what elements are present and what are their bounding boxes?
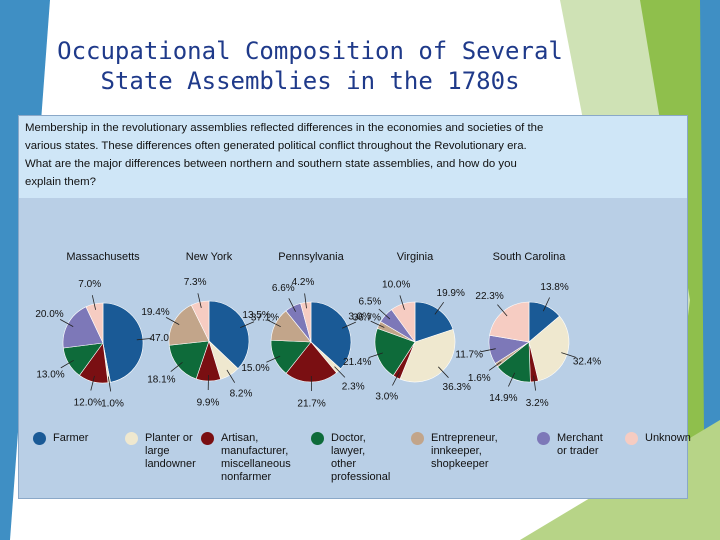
data-label-pennsylvania-planter: 2.3% [342, 382, 365, 393]
leader-line-virginia-professional [368, 352, 383, 358]
slice-south-carolina-unknown [489, 301, 530, 343]
leader-line-pennsylvania-planter [334, 366, 346, 378]
leader-line-new-york-unknown [197, 293, 202, 308]
data-label-south-carolina-professional: 14.9% [489, 393, 517, 404]
leader-line-south-carolina-professional [508, 372, 516, 387]
data-label-massachusetts-farmer: 47.0% [150, 333, 178, 344]
data-label-virginia-artisan: 3.0% [375, 392, 398, 403]
leader-line-new-york-farmer [240, 321, 255, 328]
data-label-new-york-unknown: 7.3% [184, 277, 207, 288]
leader-line-virginia-farmer [434, 301, 445, 315]
leader-line-new-york-entrepreneur [165, 317, 180, 325]
data-label-new-york-artisan: 9.9% [197, 398, 220, 409]
data-label-south-carolina-unknown: 22.3% [475, 291, 503, 302]
leader-line-pennsylvania-merchant [288, 298, 296, 312]
legend-swatch-artisan [201, 432, 214, 445]
legend-label-planter: Planter or large landowner [145, 432, 196, 470]
leader-line-south-carolina-unknown [497, 304, 508, 317]
data-label-new-york-farmer: 37.1% [251, 312, 279, 323]
leader-line-massachusetts-farmer [136, 338, 152, 341]
leader-line-virginia-artisan [392, 372, 400, 386]
data-label-massachusetts-merchant: 20.0% [35, 309, 63, 320]
leader-line-south-carolina-artisan [533, 375, 536, 391]
legend-swatch-entrepreneur [411, 432, 424, 445]
data-label-pennsylvania-entrepreneur: 13.5% [242, 310, 270, 321]
leader-line-massachusetts-planter [107, 376, 112, 392]
legend-swatch-merchant [537, 432, 550, 445]
data-label-south-carolina-entrepreneur: 1.6% [468, 373, 491, 384]
pie-charts: Massachusetts 47.0% 1.0%12.0% 13.0% 20.0% 7.0… [35, 251, 601, 410]
leader-line-south-carolina-farmer [542, 297, 550, 312]
data-label-massachusetts-planter: 1.0% [101, 399, 124, 410]
data-label-south-carolina-artisan: 3.2% [526, 398, 549, 409]
data-label-pennsylvania-merchant: 6.6% [272, 283, 295, 294]
leader-line-massachusetts-merchant [59, 319, 74, 327]
data-label-pennsylvania-farmer: 36.7% [353, 313, 381, 324]
data-label-south-carolina-planter: 32.4% [573, 357, 601, 368]
leader-line-virginia-entrepreneur [370, 320, 385, 328]
leader-line-massachusetts-unknown [91, 295, 96, 310]
data-label-virginia-merchant: 6.5% [359, 296, 382, 307]
chart-figure: Membership in the revolutionary assembli… [18, 115, 691, 499]
data-label-new-york-planter: 8.2% [230, 388, 253, 399]
leader-line-pennsylvania-entrepreneur [267, 319, 281, 328]
leader-line-new-york-planter [226, 369, 236, 383]
leader-line-new-york-professional [170, 361, 183, 372]
legend-label-artisan: Artisan, manufacturer, miscellaneous non… [221, 432, 291, 483]
leader-line-massachusetts-professional [60, 359, 74, 369]
legend-label-entrepreneur: Entrepreneur, innkeeper, shopkeeper [431, 432, 498, 470]
data-label-pennsylvania-professional: 15.0% [241, 363, 269, 374]
data-label-virginia-unknown: 10.0% [382, 280, 410, 291]
data-label-virginia-entrepreneur: 3.0% [348, 312, 371, 323]
leader-line-south-carolina-merchant [480, 348, 496, 353]
data-label-new-york-entrepreneur: 19.4% [141, 307, 169, 318]
legend-swatch-professional [311, 432, 324, 445]
legend-swatch-unknown [625, 432, 638, 445]
legend-label-professional: Doctor, lawyer, other professional [331, 432, 391, 483]
data-label-pennsylvania-artisan: 21.7% [297, 399, 325, 410]
leader-line-pennsylvania-professional [266, 355, 281, 363]
legend-swatch-farmer [33, 432, 46, 445]
data-label-massachusetts-artisan: 12.0% [74, 398, 102, 409]
legend-label-merchant: Merchant or trader [557, 432, 603, 457]
slice-massachusetts-farmer [102, 302, 144, 383]
data-label-new-york-professional: 18.1% [147, 375, 175, 386]
data-label-massachusetts-unknown: 7.0% [78, 279, 101, 290]
leader-line-south-carolina-planter [561, 352, 576, 358]
pie-title-virginia: Virginia [397, 251, 434, 263]
data-label-virginia-farmer: 19.9% [437, 288, 465, 299]
pie-title-new-york: New York [186, 251, 233, 263]
data-label-massachusetts-professional: 13.0% [36, 370, 64, 381]
data-label-pennsylvania-unknown: 4.2% [292, 277, 315, 288]
leader-line-virginia-unknown [399, 295, 405, 310]
data-label-south-carolina-merchant: 11.7% [455, 350, 483, 361]
figure-caption: Membership in the revolutionary assembli… [25, 122, 544, 188]
right-accent-shape-green [640, 0, 720, 540]
leader-line-south-carolina-entrepreneur [488, 361, 502, 371]
data-label-virginia-planter: 36.3% [443, 382, 471, 393]
pie-title-pennsylvania: Pennsylvania [278, 251, 344, 263]
leader-line-virginia-planter [438, 366, 449, 378]
pie-title-south-carolina: South Carolina [493, 251, 567, 263]
legend-label-farmer: Farmer [53, 432, 89, 444]
pie-title-massachusetts: Massachusetts [66, 251, 140, 263]
slide-title: Occupational Composition of Several Stat… [57, 37, 563, 95]
right-accent-shape-blue [700, 0, 720, 540]
caption-band: Membership in the revolutionary assembli… [19, 116, 687, 198]
legend-swatch-planter [125, 432, 138, 445]
leader-line-virginia-merchant [378, 308, 391, 320]
leader-line-pennsylvania-farmer [341, 321, 356, 329]
data-label-virginia-professional: 21.4% [343, 357, 371, 368]
legend: Farmer Planter or large landowner Artisan,… [33, 432, 691, 492]
legend-label-unknown: Unknown [645, 432, 691, 444]
leader-line-massachusetts-artisan [90, 375, 95, 391]
leader-line-pennsylvania-unknown [304, 293, 307, 309]
data-label-south-carolina-farmer: 13.8% [540, 282, 568, 293]
